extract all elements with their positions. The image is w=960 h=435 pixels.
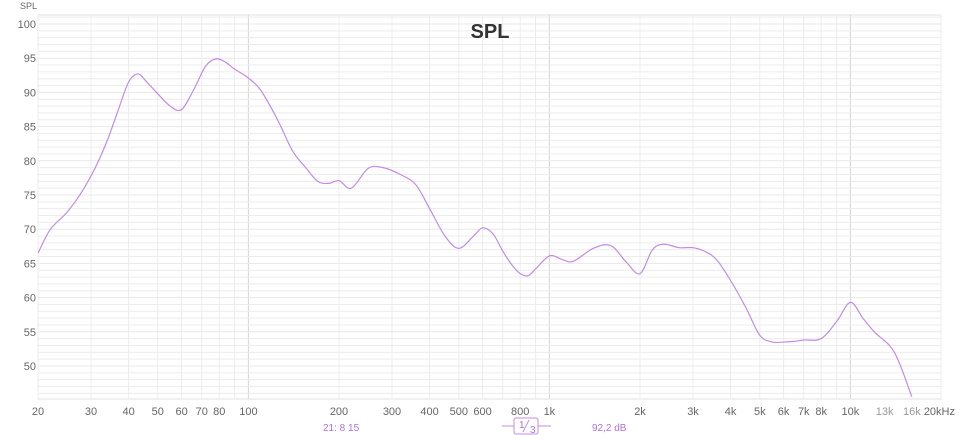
y-tick-label: 100	[18, 19, 36, 31]
y-tick-label: 55	[24, 327, 36, 339]
x-tick-label: 20	[32, 406, 44, 418]
x-tick-label: 30	[85, 406, 97, 418]
cursor-readout: 21: 8 15	[323, 423, 360, 434]
y-tick-label: 90	[24, 87, 36, 99]
y-tick-label: 70	[24, 224, 36, 236]
spl-series-line	[38, 58, 913, 397]
x-tick-label: 10k	[842, 406, 860, 418]
x-tick-label: 6k	[778, 406, 790, 418]
x-tick-label: 16k	[903, 406, 921, 418]
x-tick-label: 7k	[798, 406, 810, 418]
x-tick-label: 70	[196, 406, 208, 418]
x-tick-label: 500	[450, 406, 468, 418]
y-tick-label: 65	[24, 258, 36, 270]
y-tick-label: 50	[24, 361, 36, 373]
x-tick-label: 5k	[754, 406, 766, 418]
smoothing-numerator: 1	[519, 420, 525, 431]
series-layer	[38, 58, 913, 397]
x-tick-label: 3k	[687, 406, 699, 418]
y-tick-label: 85	[24, 122, 36, 134]
level-readout: 92,2 dB	[592, 423, 627, 434]
x-tick-label: 800	[511, 406, 529, 418]
x-tick-label: 300	[383, 406, 401, 418]
x-axis-ticks: 20 30 40 50 60 70 80 100 200 300 400 500 600 800 1k 2k 3…	[32, 406, 955, 418]
chart-title: SPL	[471, 21, 510, 43]
plot-frame	[37, 14, 942, 400]
y-tick-label: 75	[24, 190, 36, 202]
x-tick-label: 400	[420, 406, 438, 418]
grid	[37, 14, 942, 400]
x-tick-label: 1k	[544, 406, 556, 418]
y-tick-label: 95	[24, 53, 36, 65]
y-tick-label: 60	[24, 293, 36, 305]
y-axis-ticks: 100 95 90 85 80 75 70 65 60 55 50	[18, 19, 36, 373]
x-tick-label: 80	[213, 406, 225, 418]
x-tick-label: 20kHz	[924, 406, 955, 418]
x-tick-label: 8k	[815, 406, 827, 418]
x-tick-label: 60	[175, 406, 187, 418]
smoothing-slash	[522, 419, 530, 433]
footer-controls: 21: 8 15 1 3 92,2 dB	[323, 417, 627, 435]
x-tick-label: 13k	[876, 406, 894, 418]
x-tick-label: 2k	[634, 406, 646, 418]
y-tick-label: 80	[24, 156, 36, 168]
x-tick-label: 4k	[725, 406, 737, 418]
x-tick-label: 200	[330, 406, 348, 418]
y-axis-label: SPL	[20, 1, 37, 11]
x-tick-label: 100	[239, 406, 257, 418]
x-tick-label: 50	[152, 406, 164, 418]
smoothing-denominator: 3	[530, 425, 536, 435]
x-tick-label: 600	[473, 406, 491, 418]
x-tick-label: 40	[122, 406, 134, 418]
smoothing-control[interactable]: 1 3	[502, 417, 551, 435]
